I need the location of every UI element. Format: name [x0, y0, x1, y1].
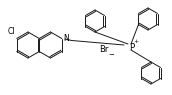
- Text: Cl: Cl: [7, 27, 15, 36]
- Text: N: N: [63, 34, 68, 43]
- Text: Br: Br: [99, 46, 108, 55]
- Text: P: P: [129, 42, 134, 51]
- Text: +: +: [133, 39, 138, 44]
- Text: −: −: [108, 52, 114, 58]
